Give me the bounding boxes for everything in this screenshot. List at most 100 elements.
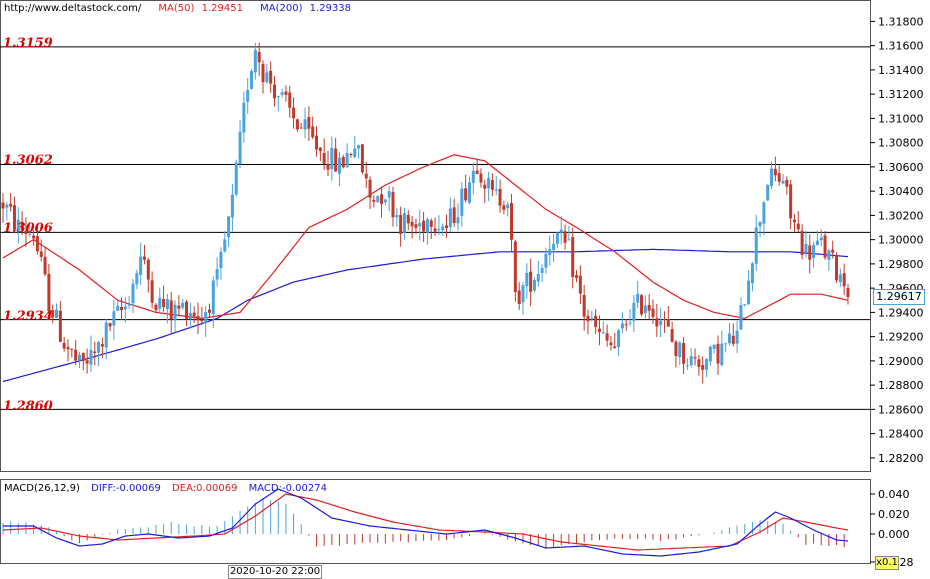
candle	[640, 294, 644, 317]
candle	[215, 257, 219, 287]
candle	[812, 241, 816, 268]
candle	[261, 60, 265, 94]
price-tick-label: 1.30200	[878, 209, 924, 222]
candle	[192, 306, 196, 323]
candle	[494, 176, 498, 196]
candle	[154, 302, 158, 312]
candle	[357, 144, 361, 159]
candle	[150, 271, 154, 309]
candle	[739, 297, 743, 330]
candle	[337, 151, 341, 187]
candle	[311, 116, 315, 140]
candle	[716, 335, 720, 375]
candle	[131, 278, 135, 314]
candle	[445, 214, 449, 238]
candle	[173, 300, 177, 333]
candle	[55, 303, 59, 319]
candle	[819, 229, 823, 247]
candle	[727, 323, 731, 346]
candle	[487, 171, 491, 202]
candle	[651, 299, 655, 324]
macd-tick-label: 0.040	[878, 488, 910, 501]
candle	[223, 231, 227, 253]
candle	[16, 207, 20, 244]
candle	[582, 284, 586, 331]
candle	[85, 348, 89, 374]
candle	[238, 120, 242, 168]
candle	[777, 165, 781, 186]
candle	[211, 276, 215, 329]
candle	[372, 195, 376, 208]
candle	[330, 136, 334, 181]
candle	[490, 173, 494, 197]
macd-header: MACD(26,12,9) DIFF:-0.00069 DEA:0.00069 …	[4, 483, 335, 494]
candle	[380, 186, 384, 218]
price-tick-label: 1.29800	[878, 258, 924, 271]
candle	[456, 203, 460, 231]
level-label-1: 1.3159	[3, 36, 53, 51]
price-tick-label: 1.31800	[878, 15, 924, 28]
source-url[interactable]: http://www.deltastock.com/	[4, 3, 142, 14]
candle	[475, 158, 479, 175]
candle	[77, 351, 81, 369]
price-tick-label: 1.30600	[878, 161, 924, 174]
price-tick-label: 1.30400	[878, 185, 924, 198]
candle	[315, 126, 319, 157]
candle	[108, 322, 112, 332]
candle	[269, 61, 273, 93]
candle	[120, 297, 124, 321]
candle	[597, 315, 601, 346]
level-label-5: 1.2860	[3, 399, 53, 414]
candle	[689, 348, 693, 368]
candle	[666, 306, 670, 327]
macd-panel: 0.0400.0200.000-0.028	[2, 488, 913, 569]
macd-diff-line	[3, 488, 849, 557]
candle	[142, 244, 146, 265]
candle	[104, 319, 108, 360]
candle	[578, 265, 582, 305]
candle	[284, 85, 288, 102]
price-tick-label: 1.31000	[878, 112, 924, 125]
candle	[636, 281, 640, 309]
candle	[418, 209, 422, 241]
candle	[540, 264, 544, 283]
candle	[97, 340, 101, 367]
candle	[437, 215, 441, 236]
candle	[770, 161, 774, 189]
candle	[399, 206, 403, 247]
candle	[513, 240, 517, 302]
candle	[410, 215, 414, 239]
candle	[552, 233, 556, 263]
candle	[467, 176, 471, 205]
price-tick-label: 1.31600	[878, 40, 924, 53]
candle	[66, 339, 70, 362]
candle	[116, 301, 120, 311]
candle	[628, 309, 632, 327]
candle	[750, 262, 754, 292]
candle	[9, 192, 13, 212]
candle	[70, 348, 74, 358]
macd-dea-line	[2, 493, 849, 551]
candle	[498, 179, 502, 213]
candle	[605, 324, 609, 347]
candle	[345, 143, 349, 168]
candle	[548, 235, 552, 266]
candle	[146, 257, 150, 293]
candle	[1, 193, 5, 223]
candle	[360, 144, 364, 175]
candle	[158, 287, 162, 314]
candle	[299, 122, 303, 129]
candle	[808, 234, 812, 274]
candle	[43, 246, 47, 276]
candle	[62, 336, 66, 352]
price-tick-label: 1.28400	[878, 428, 924, 441]
candle	[387, 186, 391, 212]
candle	[792, 214, 796, 232]
candle	[353, 136, 357, 159]
candle	[89, 335, 93, 372]
macd-tick-label: 0.020	[878, 508, 910, 521]
candle	[181, 298, 185, 310]
current-price-marker: 1.29617	[873, 289, 925, 305]
candle	[682, 337, 686, 375]
